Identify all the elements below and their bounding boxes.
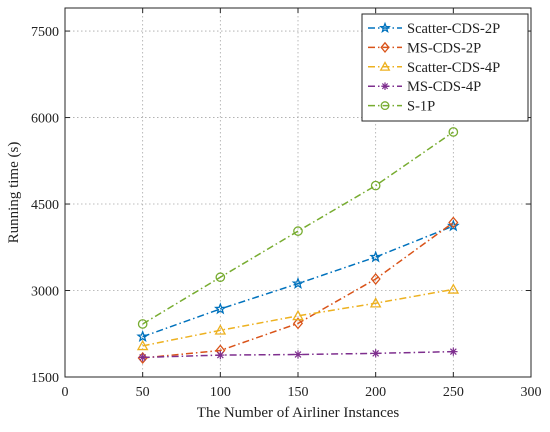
x-tick-label: 100 xyxy=(210,385,231,400)
data-point-marker xyxy=(369,297,382,308)
data-point-marker xyxy=(214,324,227,335)
data-point xyxy=(369,250,382,263)
legend-item: Scatter-CDS-2P xyxy=(368,21,500,37)
data-point xyxy=(292,309,304,321)
data-point-marker xyxy=(136,329,149,343)
data-point xyxy=(379,61,391,71)
data-point xyxy=(380,41,390,54)
data-point xyxy=(293,226,303,236)
data-point xyxy=(137,319,148,329)
data-point xyxy=(291,276,305,289)
axes: 0 50 100 150 200 250 300 1500 3000 4500 6000 7500 xyxy=(31,7,542,400)
y-tick-label: 3000 xyxy=(31,285,59,300)
data-point xyxy=(293,350,303,359)
data-point-marker xyxy=(292,317,304,330)
data-point xyxy=(136,339,149,351)
series-ms-cds-2p xyxy=(137,216,459,364)
data-point xyxy=(136,329,149,343)
data-point-marker xyxy=(216,351,224,359)
y-tick-label: 1500 xyxy=(31,371,59,386)
data-point xyxy=(214,324,227,335)
data-point xyxy=(379,21,391,34)
data-point-marker xyxy=(292,309,304,321)
y-axis-label: Running time (s) xyxy=(6,142,22,244)
series-layer xyxy=(136,127,460,364)
legend-label: MS-CDS-4P xyxy=(407,79,481,95)
x-tick-label: 300 xyxy=(521,385,542,400)
data-point xyxy=(370,180,381,191)
legend-item: MS-CDS-4P xyxy=(368,79,481,95)
data-point-marker xyxy=(381,83,389,90)
series-line xyxy=(142,225,454,338)
data-point-marker xyxy=(137,319,148,329)
data-point xyxy=(138,353,147,362)
data-point xyxy=(448,127,459,137)
y-tick-label: 4500 xyxy=(31,198,59,213)
x-tick-label: 50 xyxy=(136,385,150,400)
data-point xyxy=(215,272,226,283)
x-tick-label: 250 xyxy=(443,385,464,400)
data-point-marker xyxy=(380,101,390,111)
data-point-marker xyxy=(448,127,459,137)
x-tick-label: 200 xyxy=(365,385,386,400)
legend-item: MS-CDS-2P xyxy=(368,40,481,56)
data-point-marker xyxy=(380,41,390,54)
x-axis-label: The Number of Airliner Instances xyxy=(197,405,400,421)
data-point xyxy=(369,297,382,308)
data-point-marker xyxy=(379,21,391,34)
series-line xyxy=(142,288,454,347)
data-point xyxy=(292,317,304,330)
data-point xyxy=(371,349,380,358)
data-point xyxy=(447,283,460,294)
data-point xyxy=(137,351,148,364)
data-point-marker xyxy=(293,226,303,236)
data-point xyxy=(216,350,225,360)
data-point xyxy=(381,82,389,90)
data-point-marker xyxy=(369,250,382,263)
data-point xyxy=(380,101,390,111)
legend-label: Scatter-CDS-4P xyxy=(407,60,500,76)
data-point xyxy=(370,272,381,285)
x-tick-label: 0 xyxy=(62,385,69,400)
data-point xyxy=(449,347,458,356)
legend-label: Scatter-CDS-2P xyxy=(407,21,500,37)
legend-item: Scatter-CDS-4P xyxy=(368,60,500,76)
legend-item: S-1P xyxy=(368,99,435,115)
data-point-marker xyxy=(370,272,381,285)
data-point-marker xyxy=(370,180,381,191)
x-tick-label: 150 xyxy=(288,385,309,400)
data-point-marker xyxy=(291,276,305,289)
series-scatter-cds-2p xyxy=(136,219,460,343)
data-point-marker xyxy=(379,61,391,71)
legend: Scatter-CDS-2P MS-CDS-2P Scatter-CDS-4P MS-… xyxy=(361,13,529,122)
data-point-marker xyxy=(215,272,226,283)
legend-label: MS-CDS-2P xyxy=(407,40,481,56)
series-line xyxy=(142,131,454,325)
data-point-marker xyxy=(372,349,380,357)
series-s-1p xyxy=(137,127,459,329)
legend-box xyxy=(361,13,529,122)
data-point-marker xyxy=(139,354,147,361)
data-point xyxy=(214,302,227,315)
y-tick-label: 6000 xyxy=(31,112,59,127)
data-point-marker xyxy=(214,302,227,315)
series-ms-cds-4p xyxy=(138,347,458,362)
legend-label: S-1P xyxy=(407,99,435,115)
data-point-marker xyxy=(294,351,302,358)
series-line xyxy=(142,221,454,359)
data-point-marker xyxy=(447,283,460,294)
data-point-marker xyxy=(136,339,149,351)
data-point-marker xyxy=(137,351,148,364)
data-point xyxy=(448,216,459,229)
y-tick-label: 7500 xyxy=(31,25,59,40)
data-point-marker xyxy=(448,216,459,229)
data-point-marker xyxy=(449,348,457,356)
series-scatter-cds-4p xyxy=(136,283,460,351)
